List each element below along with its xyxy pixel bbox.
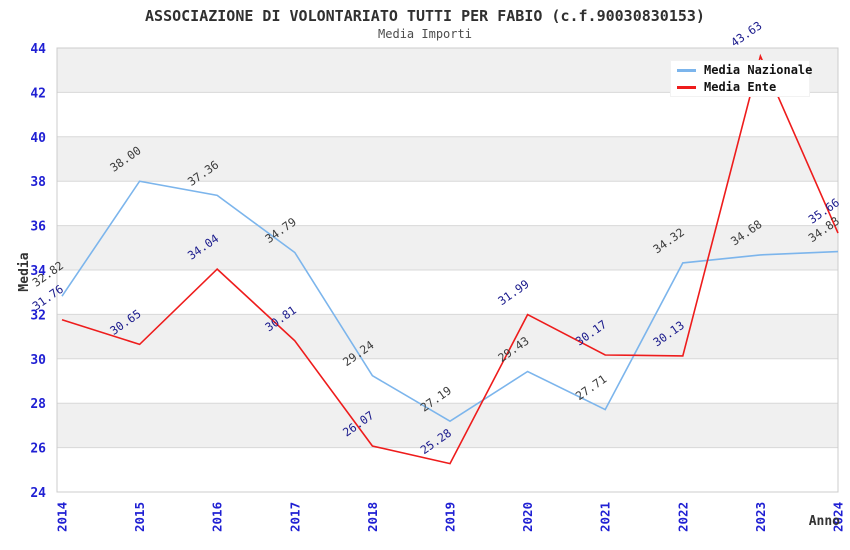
x-tick-label: 2023 xyxy=(753,502,768,532)
x-tick-label: 2020 xyxy=(520,502,535,532)
x-tick-label: 2022 xyxy=(675,502,690,532)
y-tick-label: 34 xyxy=(30,264,46,279)
plot-band xyxy=(57,136,838,182)
legend-line-sample-ente xyxy=(677,85,696,89)
y-tick-label: 30 xyxy=(30,353,46,368)
series-line-media-nazionale xyxy=(61,180,839,423)
x-tick-label: 2015 xyxy=(132,502,147,532)
y-tick-label: 26 xyxy=(30,442,46,457)
x-tick-label: 2017 xyxy=(287,502,302,532)
legend-label: Media Nazionale xyxy=(704,63,813,77)
y-axis-title: Media xyxy=(17,252,32,291)
y-tick-label: 24 xyxy=(30,486,46,501)
legend-item-media-nazionale[interactable]: Media Nazionale xyxy=(677,63,812,77)
y-tick-label: 32 xyxy=(30,308,46,323)
legend-item-media-ente[interactable]: Media Ente xyxy=(677,80,803,94)
data-label: 43.63 xyxy=(728,18,764,49)
plot-band xyxy=(57,314,838,359)
legend-line-sample-nazionale xyxy=(677,68,696,72)
y-tick-label: 44 xyxy=(30,42,46,57)
legend-label: Media Ente xyxy=(704,80,777,94)
x-axis-title: Anno xyxy=(809,514,840,529)
plot-border xyxy=(56,47,839,493)
chart-subtitle: Media Importi xyxy=(378,27,472,41)
y-tick-label: 42 xyxy=(30,86,46,101)
y-tick-label: 40 xyxy=(30,131,46,146)
x-tick-label: 2019 xyxy=(443,502,458,532)
x-tick-label: 2014 xyxy=(55,502,70,532)
y-tick-label: 28 xyxy=(30,397,46,412)
x-tick-label: 2021 xyxy=(598,502,613,532)
y-tick-label: 36 xyxy=(30,220,46,235)
x-tick-label: 2024 xyxy=(831,502,846,532)
series-line-media-ente xyxy=(61,53,839,465)
data-label: 27.71 xyxy=(573,372,609,403)
plot-band xyxy=(57,403,838,448)
plot-band xyxy=(57,225,838,270)
legend: Media Nazionale Media Ente xyxy=(670,60,812,97)
y-tick-label: 38 xyxy=(30,175,46,190)
data-label: 31.99 xyxy=(495,277,531,308)
x-tick-label: 2016 xyxy=(210,502,225,532)
chart-title: ASSOCIAZIONE DI VOLONTARIATO TUTTI PER F… xyxy=(145,7,705,25)
x-tick-label: 2018 xyxy=(365,502,380,532)
